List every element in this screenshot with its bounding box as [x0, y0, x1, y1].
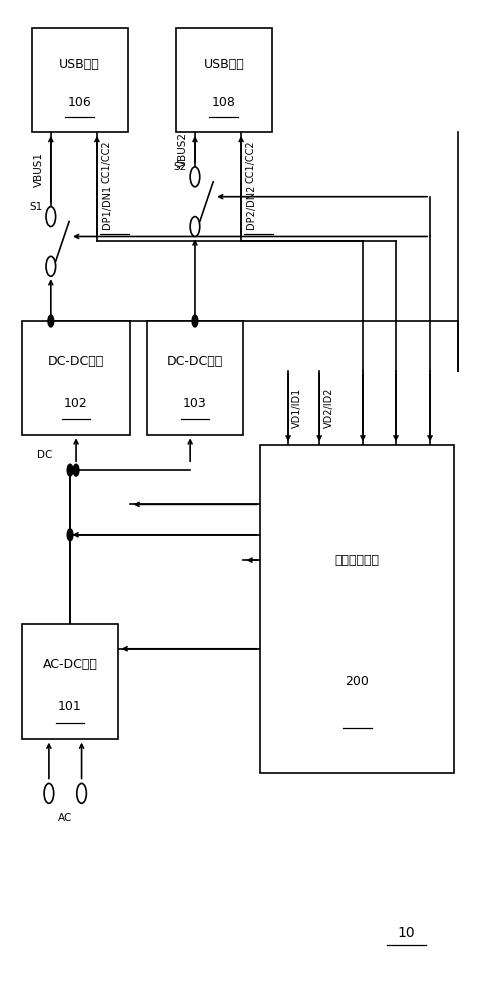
- Circle shape: [190, 217, 200, 236]
- Text: VBUS1: VBUS1: [34, 152, 44, 187]
- Bar: [176, 28, 272, 132]
- Text: DC-DC模块: DC-DC模块: [48, 355, 104, 368]
- Text: 102: 102: [64, 397, 88, 410]
- Text: 协议控制模块: 协议控制模块: [334, 554, 380, 567]
- Text: S2: S2: [173, 162, 186, 172]
- Text: AC: AC: [58, 813, 72, 823]
- Text: DP1/DN1: DP1/DN1: [102, 185, 112, 229]
- Text: DP2/DN2: DP2/DN2: [246, 184, 256, 229]
- Text: S1: S1: [29, 202, 42, 212]
- Text: DC: DC: [36, 450, 52, 460]
- Bar: [22, 321, 130, 435]
- Text: 108: 108: [212, 96, 236, 109]
- Text: CC1/CC2: CC1/CC2: [246, 141, 256, 183]
- Circle shape: [48, 315, 54, 327]
- Text: 103: 103: [183, 397, 207, 410]
- Circle shape: [44, 783, 54, 803]
- Circle shape: [67, 464, 73, 476]
- Text: USB端口: USB端口: [59, 58, 100, 71]
- Bar: [22, 624, 118, 739]
- Text: 101: 101: [58, 700, 82, 713]
- Bar: [260, 445, 454, 773]
- Text: AC-DC模块: AC-DC模块: [43, 658, 98, 671]
- Circle shape: [190, 167, 200, 187]
- Bar: [32, 28, 128, 132]
- Text: VD2/ID2: VD2/ID2: [324, 388, 333, 428]
- Circle shape: [46, 207, 55, 227]
- Circle shape: [192, 315, 198, 327]
- Circle shape: [77, 783, 87, 803]
- Circle shape: [73, 464, 79, 476]
- Text: VD1/ID1: VD1/ID1: [293, 388, 302, 428]
- Text: CC1/CC2: CC1/CC2: [102, 141, 112, 183]
- Text: 106: 106: [68, 96, 91, 109]
- Bar: [147, 321, 243, 435]
- Text: 200: 200: [345, 675, 369, 688]
- Circle shape: [46, 256, 55, 276]
- Text: DC-DC模块: DC-DC模块: [167, 355, 223, 368]
- Text: USB端口: USB端口: [204, 58, 244, 71]
- Circle shape: [67, 529, 73, 541]
- Text: VBUS2: VBUS2: [178, 132, 188, 167]
- Text: 10: 10: [398, 926, 415, 940]
